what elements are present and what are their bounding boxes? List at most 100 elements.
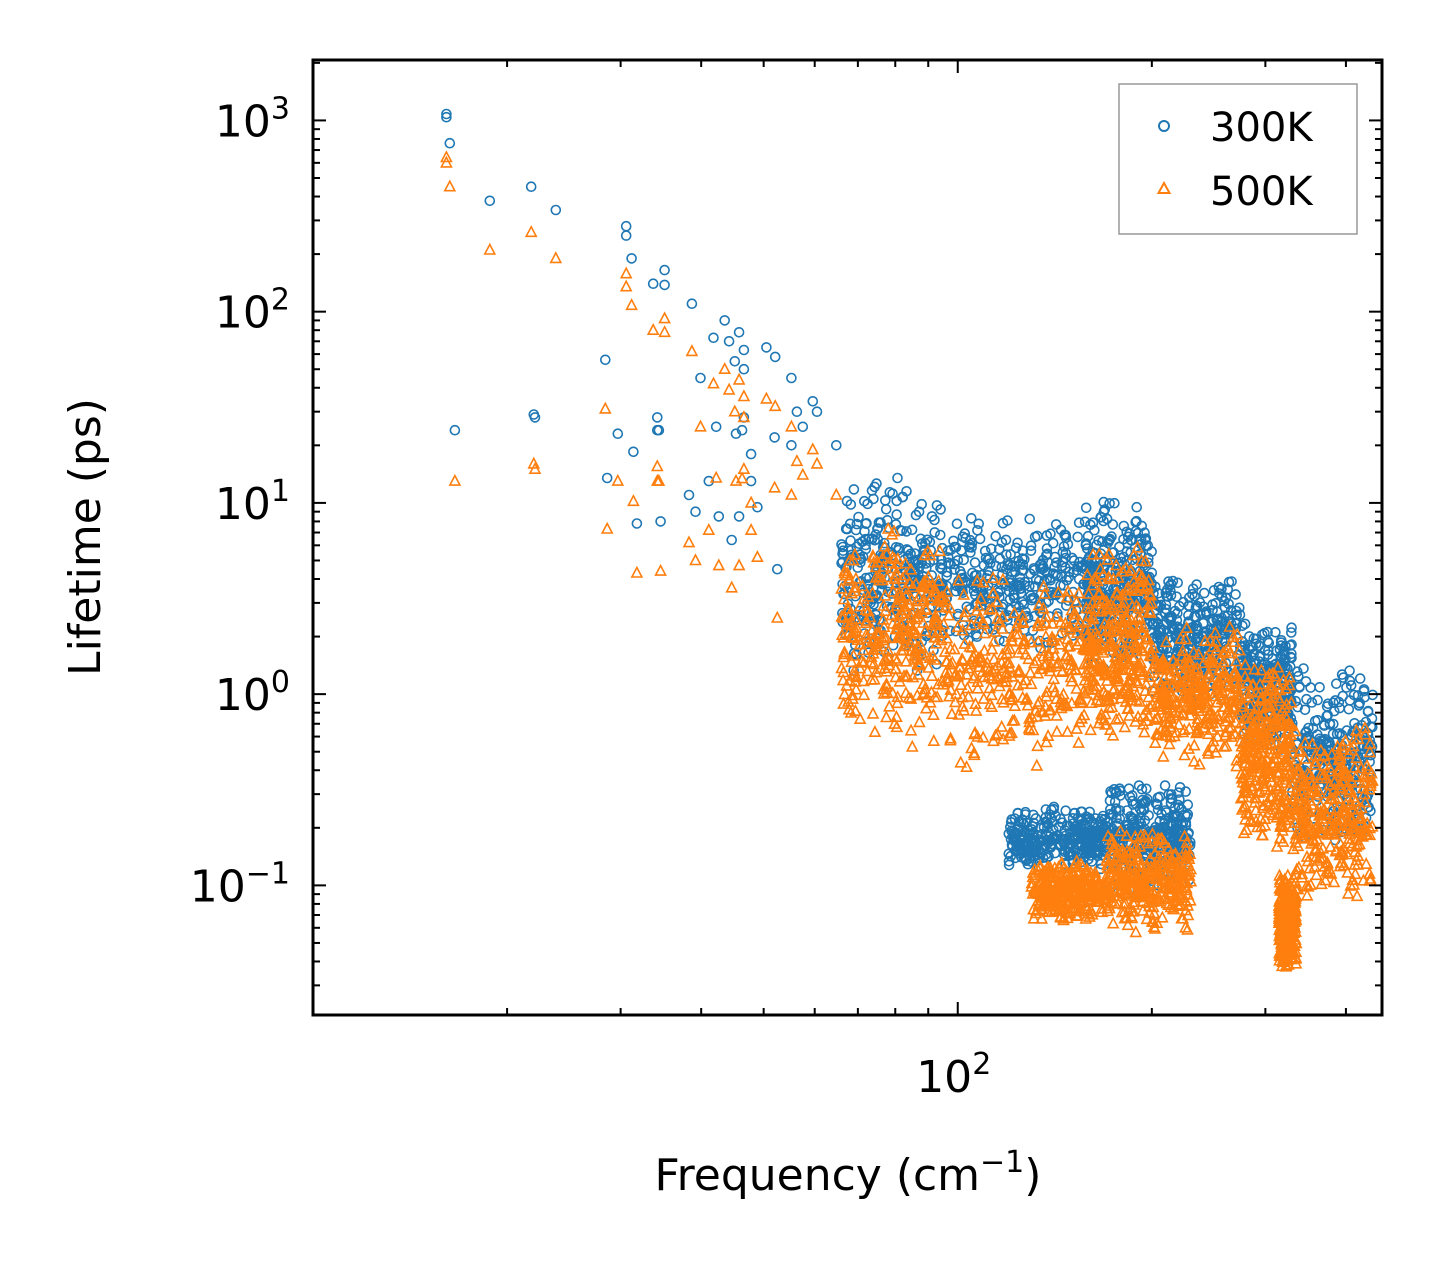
data-point-500k <box>1086 578 1100 591</box>
data-point-500k <box>709 470 723 483</box>
data-point-500k <box>1032 598 1046 611</box>
data-point-500k <box>1210 695 1224 708</box>
data-point-500k <box>1041 648 1055 661</box>
data-point-500k <box>1229 654 1243 667</box>
data-point-300k <box>1091 826 1103 838</box>
data-point-300k <box>973 518 985 530</box>
data-point-300k <box>1029 581 1041 592</box>
data-point-500k <box>1286 900 1300 913</box>
data-point-500k <box>1260 717 1274 730</box>
data-point-500k <box>1348 844 1362 858</box>
data-point-500k <box>1314 743 1328 756</box>
data-point-300k <box>916 538 928 549</box>
data-point-300k <box>959 528 971 539</box>
data-point-500k <box>1118 625 1132 638</box>
data-point-500k <box>944 657 957 670</box>
data-point-500k <box>1136 624 1150 638</box>
data-point-500k <box>960 667 974 680</box>
data-point-300k <box>1360 716 1372 728</box>
data-point-300k <box>1118 520 1130 532</box>
data-point-500k <box>1248 662 1261 675</box>
data-point-300k <box>1341 682 1352 693</box>
data-point-300k <box>1154 815 1165 827</box>
data-point-300k <box>1092 848 1104 859</box>
data-point-300k <box>1191 603 1202 614</box>
data-point-500k <box>847 553 860 566</box>
data-point-500k <box>956 623 969 636</box>
data-point-500k <box>956 699 969 712</box>
data-point-300k <box>1162 829 1174 841</box>
data-point-500k <box>974 649 987 662</box>
data-point-500k <box>1243 698 1257 711</box>
data-point-500k <box>1079 623 1093 636</box>
data-point-500k <box>937 595 951 608</box>
data-point-500k <box>940 631 954 644</box>
data-point-300k <box>1322 709 1333 721</box>
data-point-500k <box>857 592 871 605</box>
data-point-300k <box>1128 813 1139 825</box>
data-point-500k <box>619 266 633 279</box>
data-point-300k <box>695 372 706 384</box>
data-point-300k <box>1306 697 1318 708</box>
data-point-300k <box>1080 539 1092 551</box>
data-point-500k <box>1131 540 1144 553</box>
data-point-300k <box>1293 670 1304 682</box>
data-point-500k <box>965 652 979 665</box>
data-point-300k <box>1057 546 1069 558</box>
data-point-300k <box>771 563 783 575</box>
data-point-500k <box>883 651 896 664</box>
data-point-500k <box>866 706 880 719</box>
data-point-500k <box>872 569 886 582</box>
data-point-300k <box>1086 856 1098 867</box>
data-point-300k <box>1197 631 1209 643</box>
data-point-500k <box>912 589 926 603</box>
data-point-300k <box>1080 502 1092 514</box>
data-point-500k <box>1109 712 1123 725</box>
data-point-500k <box>707 376 720 389</box>
data-point-500k <box>1324 839 1337 852</box>
data-point-500k <box>1349 723 1363 736</box>
data-point-300k <box>1184 592 1195 603</box>
data-point-500k <box>1332 791 1345 804</box>
data-point-500k <box>702 522 716 536</box>
data-point-500k <box>1164 689 1178 702</box>
data-point-500k <box>1332 763 1346 776</box>
data-point-500k <box>868 724 882 738</box>
data-point-500k <box>1297 812 1311 825</box>
data-point-300k <box>444 137 456 149</box>
data-point-500k <box>1193 692 1207 705</box>
data-point-300k <box>1155 622 1166 634</box>
data-point-500k <box>1108 681 1121 694</box>
data-point-500k <box>867 550 880 563</box>
data-point-500k <box>1273 881 1286 894</box>
data-point-500k <box>1148 735 1162 749</box>
data-point-500k <box>898 639 912 652</box>
data-point-500k <box>910 651 924 664</box>
data-point-500k <box>1183 708 1197 721</box>
data-point-300k <box>1345 680 1357 691</box>
data-point-500k <box>1211 712 1225 725</box>
data-point-500k <box>737 461 751 475</box>
data-point-500k <box>1299 751 1312 764</box>
data-point-500k <box>958 636 972 649</box>
data-point-300k <box>655 516 666 527</box>
data-point-500k <box>913 656 927 669</box>
data-point-300k <box>1338 672 1349 683</box>
data-point-500k <box>1118 720 1132 733</box>
data-point-500k <box>1215 692 1229 705</box>
data-point-300k <box>1314 681 1325 693</box>
data-point-500k <box>1226 701 1240 714</box>
data-point-300k <box>1155 599 1167 611</box>
data-point-500k <box>1244 710 1258 723</box>
data-point-500k <box>857 688 871 701</box>
data-point-500k <box>835 627 849 641</box>
data-point-500k <box>924 695 937 708</box>
data-point-300k <box>840 523 852 535</box>
data-point-500k <box>1283 780 1296 793</box>
data-point-500k <box>837 592 851 605</box>
data-point-500k <box>1122 708 1136 721</box>
data-point-500k <box>1037 601 1050 614</box>
data-point-300k <box>1107 519 1119 530</box>
data-point-300k <box>1115 790 1126 801</box>
